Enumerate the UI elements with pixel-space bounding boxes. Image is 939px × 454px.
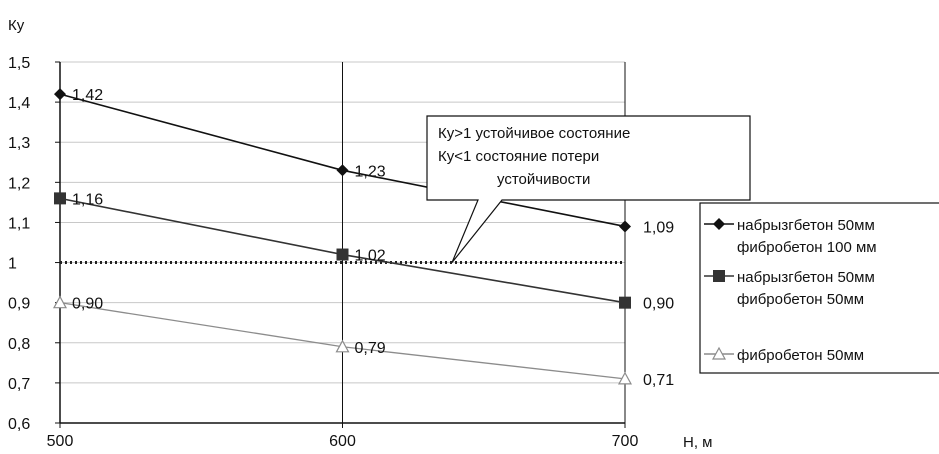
data-point-marker: [336, 248, 349, 261]
y-tick-label: 0,8: [8, 336, 30, 353]
data-point-marker: [336, 164, 349, 177]
data-label: 0,71: [643, 372, 674, 389]
annotation-callout: Ку>1 устойчивое состояние Ку<1 состояние …: [426, 115, 751, 263]
x-tick-label: 700: [612, 433, 639, 450]
legend: набрызгбетон 50мм фибробетон 100 мм набрыз…: [699, 202, 939, 374]
data-label: 0,79: [355, 340, 386, 357]
legend-label: фибробетон 50мм: [737, 291, 864, 308]
data-point-marker: [617, 371, 633, 385]
data-point-marker: [713, 218, 725, 230]
data-label: 1,42: [72, 87, 103, 104]
y-tick-label: 1,5: [8, 55, 30, 72]
data-point-marker: [335, 339, 350, 353]
x-axis-title: Н, м: [683, 434, 712, 451]
y-tick-label: 1,4: [8, 95, 30, 112]
legend-box: [699, 202, 939, 374]
data-point-marker: [619, 220, 631, 233]
data-point-marker: [713, 270, 725, 282]
data-label: 1,02: [355, 248, 386, 265]
annotation-text: Ку>1 устойчивое состояние: [438, 125, 630, 142]
y-tick-label: 1,3: [8, 135, 30, 152]
data-label: 1,16: [72, 191, 103, 208]
data-label: 0,90: [643, 296, 674, 313]
y-tick-label: 0,9: [8, 296, 30, 313]
data-point-marker: [711, 346, 727, 360]
data-label: 1,09: [643, 219, 674, 236]
x-tick-label: 600: [329, 433, 356, 450]
annotation-text: Ку<1 состояние потери: [438, 148, 599, 165]
series-group: 1,42 1,23 1,09 1,16 1,02 0,90 0,90 0,79 0,71: [52, 87, 674, 389]
y-tick-label: 1,2: [8, 175, 30, 192]
legend-label: фибробетон 50мм: [737, 347, 864, 364]
data-point-marker: [54, 88, 66, 101]
data-point-marker: [54, 192, 66, 205]
legend-label: фибробетон 100 мм: [737, 239, 877, 256]
y-axis-title: Ку: [8, 17, 25, 34]
annotation-box: [426, 115, 751, 263]
data-point-marker: [52, 295, 68, 309]
data-label: 1,23: [355, 163, 386, 180]
y-tick-label: 1,1: [8, 215, 30, 232]
legend-label: набрызгбетон 50мм: [737, 269, 875, 286]
y-tick-label: 0,6: [8, 416, 30, 433]
data-label: 0,90: [72, 296, 103, 313]
data-point-marker: [619, 296, 631, 309]
axes: 0,6 0,7 0,8 0,9 1 1,1 1,2 1,3 1,4 1,5 500 600 700 Ку Н…: [8, 17, 712, 451]
y-tick-label: 0,7: [8, 376, 30, 393]
y-tick-label: 1: [8, 256, 17, 273]
legend-label: набрызгбетон 50мм: [737, 217, 875, 234]
annotation-text: устойчивости: [497, 171, 590, 188]
x-tick-label: 500: [47, 433, 74, 450]
